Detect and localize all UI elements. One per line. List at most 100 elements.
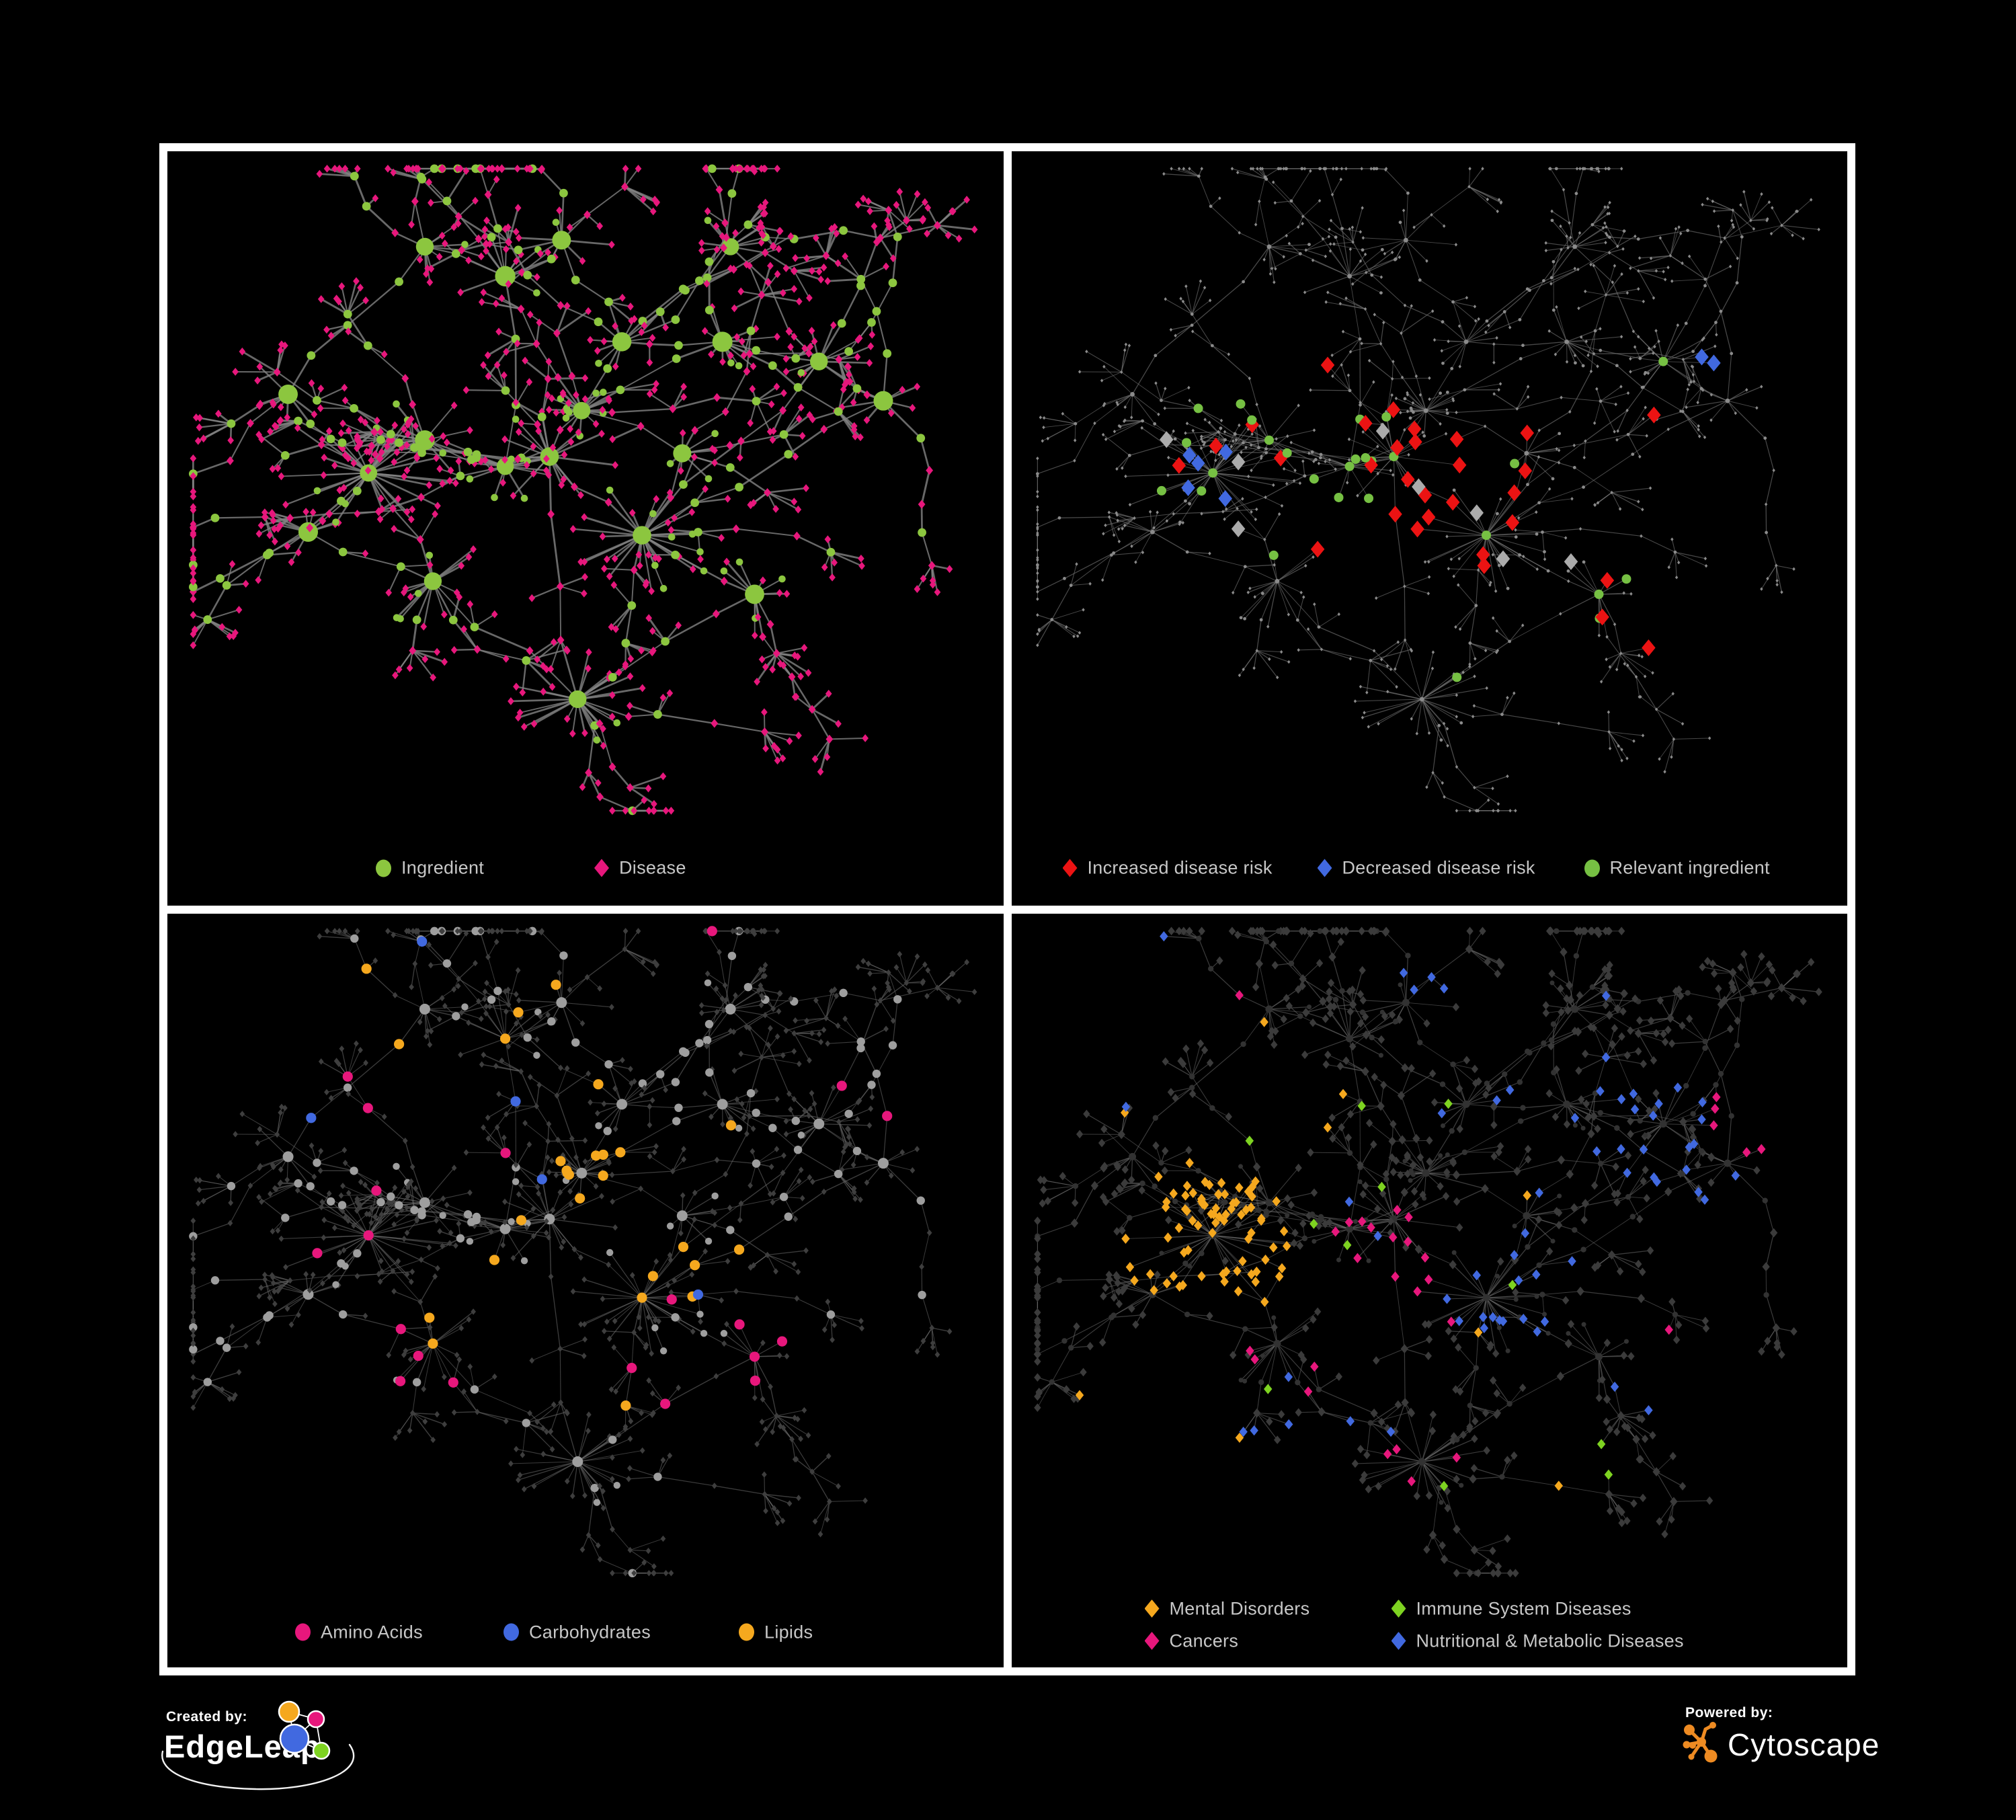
graph-edge	[921, 532, 933, 566]
graph-edge	[1212, 473, 1252, 512]
graph-edge	[460, 1037, 506, 1055]
graph-node	[1427, 397, 1431, 401]
graph-edge	[1704, 241, 1722, 286]
graph-node	[426, 278, 434, 286]
graph-node	[411, 196, 419, 206]
graph-node	[615, 668, 622, 676]
graph-edge	[1685, 285, 1705, 324]
graph-edge	[709, 1072, 723, 1105]
graph-node	[1765, 216, 1769, 221]
graph-edge	[1401, 377, 1426, 411]
graph-node	[1249, 167, 1252, 171]
graph-node	[885, 221, 892, 229]
graph-edge	[1348, 276, 1360, 340]
graph-edge	[1667, 400, 1728, 430]
graph-node	[1648, 486, 1652, 490]
graph-edge	[549, 1218, 552, 1277]
graph-node	[345, 327, 352, 335]
graph-edge	[522, 1422, 527, 1455]
graph-edge	[264, 516, 276, 542]
graph-node	[1112, 533, 1115, 537]
graph-node	[893, 200, 900, 209]
graph-node	[1241, 441, 1245, 444]
graph-edge	[461, 249, 482, 258]
graph-node	[1703, 284, 1707, 288]
graph-edge	[1712, 200, 1733, 211]
graph-edge	[258, 1196, 286, 1218]
graph-edge	[1359, 381, 1374, 405]
graph-edge	[1222, 508, 1256, 512]
graph-edge	[401, 1328, 434, 1344]
graph-node	[341, 383, 348, 392]
graph-edge	[432, 1343, 475, 1390]
graph-edge	[412, 1382, 417, 1413]
graph-node	[394, 438, 403, 447]
graph-node	[1604, 658, 1608, 662]
graph-edge	[264, 1279, 276, 1304]
graph-node	[1477, 557, 1491, 574]
graph-node	[467, 455, 476, 464]
graph-node	[1281, 167, 1285, 171]
graph-edge	[354, 1170, 391, 1197]
graph-edge	[505, 1011, 538, 1039]
graph-edge	[1264, 539, 1278, 582]
graph-node	[1172, 457, 1186, 474]
graph-node	[1451, 574, 1455, 578]
graph-edge	[1059, 516, 1109, 519]
graph-node	[462, 386, 470, 395]
graph-node	[1445, 411, 1449, 416]
graph-edge	[399, 1412, 413, 1432]
graph-node	[1421, 508, 1435, 526]
graph-node	[210, 513, 220, 522]
graph-node	[1725, 398, 1730, 403]
graph-node	[1572, 244, 1577, 249]
graph-edge	[1327, 364, 1350, 391]
graph-node	[440, 432, 447, 440]
graph-edge	[1102, 555, 1112, 580]
graph-edge	[347, 313, 369, 346]
graph-node	[1162, 171, 1166, 176]
graph-node	[791, 284, 798, 293]
graph-edge	[729, 434, 784, 446]
graph-edge	[1277, 557, 1314, 582]
graph-node	[735, 483, 743, 491]
graph-edge	[420, 475, 461, 498]
graph-node	[1439, 738, 1443, 742]
graph-edge	[549, 1218, 616, 1228]
graph-edge	[612, 1403, 666, 1440]
graph-node	[1411, 410, 1415, 414]
graph-edge	[765, 998, 795, 1002]
graph-edge	[560, 1347, 585, 1356]
graph-node	[478, 298, 485, 307]
graph-edge	[1441, 341, 1466, 352]
graph-edge	[1486, 535, 1545, 553]
graph-edge	[329, 510, 379, 515]
graph-edge	[354, 1170, 378, 1183]
graph-node	[512, 1177, 520, 1185]
graph-edge	[573, 528, 643, 537]
graph-edge	[649, 343, 679, 347]
graph-node	[501, 435, 508, 444]
graph-edge	[505, 390, 538, 426]
graph-node	[1041, 425, 1045, 430]
graph-node	[1101, 532, 1105, 536]
graph-edge	[767, 491, 799, 510]
graph-edge	[1170, 168, 1199, 177]
graph-node	[556, 996, 567, 1008]
graph-node	[1641, 639, 1656, 657]
graph-node	[735, 558, 743, 566]
graph-node	[1035, 505, 1039, 509]
graph-node	[1704, 563, 1707, 568]
graph-node	[1505, 696, 1509, 700]
graph-node	[1551, 260, 1555, 264]
graph-edge	[883, 1115, 888, 1163]
graph-edge	[1655, 330, 1664, 362]
graph-node	[343, 309, 352, 319]
graph-edge	[1652, 352, 1683, 360]
graph-edge	[532, 1348, 561, 1361]
graph-edge	[797, 387, 839, 413]
graph-node	[1042, 416, 1045, 420]
graph-edge	[1121, 372, 1162, 401]
graph-node	[1638, 356, 1642, 360]
graph-node	[596, 792, 604, 801]
